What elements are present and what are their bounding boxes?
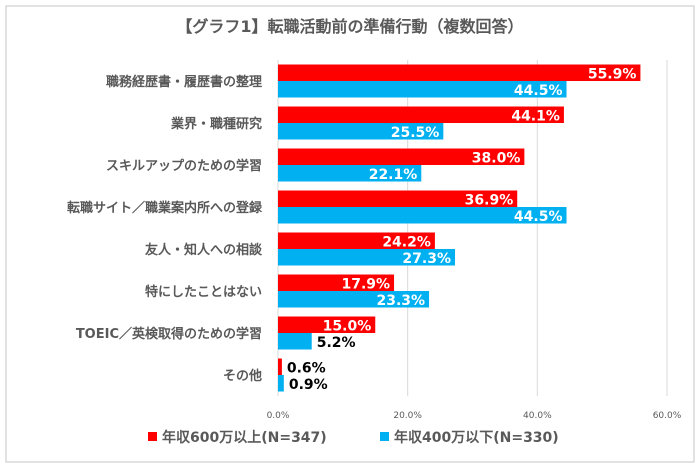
chart-title: 【グラフ1】転職活動前の準備行動（複数回答） — [176, 17, 523, 36]
bar — [278, 232, 435, 249]
bar — [278, 207, 567, 224]
legend-label: 年収600万以上(N=347) — [162, 429, 327, 446]
bar — [278, 333, 312, 350]
bar — [278, 358, 282, 375]
x-tick-label: 40.0% — [523, 411, 552, 421]
legend-label: 年収400万以下(N=330) — [394, 429, 559, 446]
bar — [278, 165, 422, 182]
data-label: 27.3% — [402, 251, 451, 267]
x-tick-label: 0.0% — [267, 411, 290, 421]
category-label: 職務経歴書・履歴書の整理 — [106, 74, 262, 90]
category-label: その他 — [223, 368, 262, 384]
bar — [278, 64, 641, 81]
bar — [278, 148, 525, 165]
data-label: 55.9% — [588, 67, 637, 83]
bar — [278, 291, 430, 308]
category-label: 転職サイト／職業案内所への登録 — [67, 200, 263, 216]
data-label: 0.9% — [289, 377, 328, 393]
data-label: 17.9% — [341, 277, 390, 293]
data-label: 25.5% — [391, 125, 440, 141]
legend-swatch — [148, 432, 157, 441]
category-label: 友人・知人への相談 — [145, 242, 263, 258]
category-label: 業界・職種研究 — [170, 116, 262, 132]
data-label: 15.0% — [323, 319, 372, 335]
x-tick-label: 60.0% — [653, 411, 682, 421]
bar — [278, 190, 518, 207]
bar — [278, 274, 395, 291]
bar — [278, 81, 567, 98]
bar — [278, 375, 284, 392]
data-label: 38.0% — [472, 151, 521, 167]
data-label: 44.1% — [511, 109, 560, 125]
bar — [278, 249, 455, 266]
data-label: 23.3% — [376, 293, 425, 309]
bar — [278, 316, 376, 333]
bar — [278, 106, 564, 123]
category-label: TOEIC／英検取得のための学習 — [76, 326, 262, 342]
bar — [278, 123, 444, 140]
data-label: 5.2% — [317, 335, 356, 351]
data-label: 22.1% — [369, 167, 418, 183]
x-tick-label: 20.0% — [393, 411, 422, 421]
data-label: 0.6% — [287, 361, 326, 377]
category-label: 特にしたことはない — [145, 284, 262, 300]
data-label: 44.5% — [514, 209, 563, 225]
data-label: 24.2% — [382, 235, 431, 251]
data-label: 44.5% — [514, 83, 563, 99]
category-label: スキルアップのための学習 — [106, 158, 262, 174]
data-label: 36.9% — [465, 193, 514, 209]
legend-swatch — [380, 432, 389, 441]
